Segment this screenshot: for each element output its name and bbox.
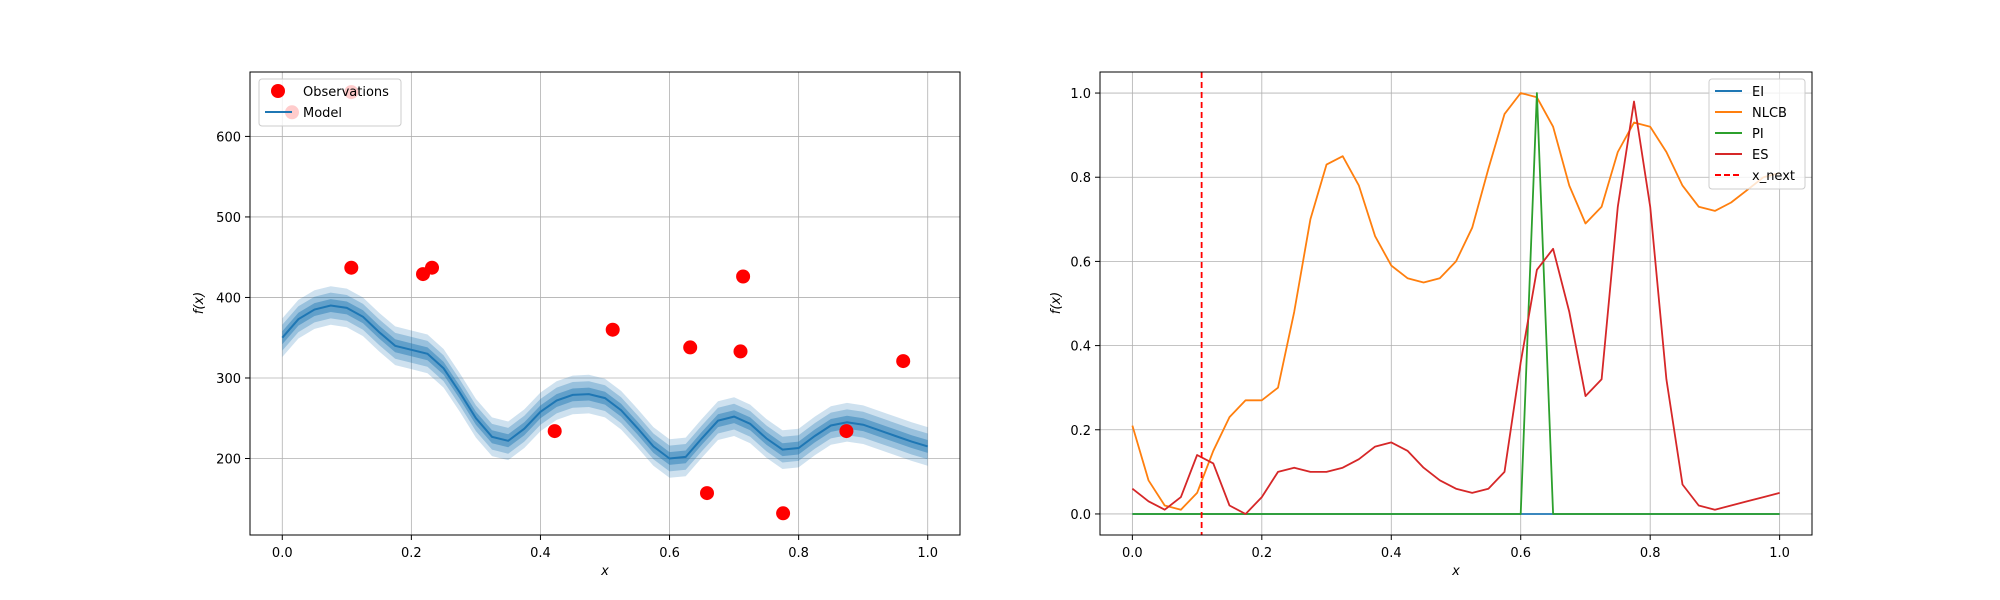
observation-point: [605, 322, 620, 337]
y-tick-label: 600: [216, 130, 241, 145]
observation-point: [547, 424, 562, 439]
legend-pi-label: PI: [1752, 127, 1764, 142]
right-x-ticks: 0.0 0.2 0.4 0.6 0.8 1.0: [1122, 535, 1790, 561]
x-tick-label: 1.0: [1769, 546, 1790, 561]
left-grid: [250, 72, 960, 535]
legend-observations-label: Observations: [303, 85, 389, 100]
y-tick-label: 1.0: [1070, 87, 1091, 102]
x-tick-label: 0.8: [1640, 546, 1661, 561]
y-tick-label: 0.4: [1070, 340, 1091, 355]
model-confidence-band: [282, 292, 928, 472]
right-x-axis-label: x: [1451, 564, 1460, 579]
observation-point: [776, 506, 791, 521]
x-tick-label: 0.0: [272, 546, 293, 561]
right-y-ticks: 0.0 0.2 0.4 0.6 0.8 1.0: [1070, 87, 1100, 523]
y-tick-label: 400: [216, 291, 241, 306]
left-series-lines: [281, 304, 928, 460]
series-line-nlcb: [1131, 92, 1780, 511]
right-plot-area: [1100, 72, 1812, 535]
x-tick-label: 0.2: [1251, 546, 1272, 561]
observation-point: [736, 269, 751, 284]
legend-x-next-label: x_next: [1752, 169, 1795, 184]
legend-observations-marker: [271, 84, 285, 98]
left-y-axis-label: f(x): [192, 292, 207, 314]
legend-es-label: ES: [1752, 148, 1768, 163]
observation-point: [425, 260, 439, 275]
y-tick-label: 0.6: [1070, 255, 1091, 270]
x-tick-label: 1.0: [917, 546, 938, 561]
y-tick-label: 200: [216, 453, 241, 468]
legend-nlcb-label: NLCB: [1752, 106, 1787, 121]
model-line: [281, 304, 928, 460]
left-legend-box: [258, 78, 402, 127]
y-tick-label: 0.2: [1070, 424, 1091, 439]
right-y-axis-label: f(x): [1049, 292, 1064, 314]
observation-point: [683, 340, 698, 355]
series-line-pi: [1132, 92, 1780, 515]
legend-ei-label: EI: [1752, 85, 1764, 100]
x-tick-label: 0.8: [788, 546, 809, 561]
left-plot-border: [249, 71, 961, 536]
left-y-ticks: 200 300 400 500 600: [216, 130, 250, 468]
y-tick-label: 0.0: [1070, 508, 1091, 523]
right-plot-border: [1099, 71, 1813, 536]
model-uncertainty-bands: [282, 286, 928, 478]
y-tick-label: 300: [216, 372, 241, 387]
left-legend: Observations Model: [258, 78, 402, 127]
x-tick-label: 0.4: [530, 546, 551, 561]
left-chart-panel: 0.0 0.2 0.4 0.6 0.8 1.0 200 300 400 500 600 x f(x…: [192, 71, 961, 579]
y-tick-label: 500: [216, 211, 241, 226]
y-tick-label: 0.8: [1070, 171, 1091, 186]
right-series-lines: [1131, 92, 1780, 515]
observation-point: [839, 424, 854, 439]
observation-point: [344, 260, 359, 275]
observation-point: [700, 486, 714, 501]
observation-point: [896, 354, 911, 369]
legend-model-label: Model: [303, 106, 342, 121]
observation-point: [733, 344, 748, 359]
right-legend: EI NLCB PI ES x_next: [1708, 78, 1806, 190]
x-tick-label: 0.6: [659, 546, 680, 561]
x-tick-label: 0.4: [1381, 546, 1402, 561]
left-x-ticks: 0.0 0.2 0.4 0.6 0.8 1.0: [272, 535, 938, 561]
right-chart-panel: 0.0 0.2 0.4 0.6 0.8 1.0 0.00.20.40.60.81.0 x …: [1049, 71, 1813, 579]
x-tick-label: 0.2: [401, 546, 422, 561]
model-confidence-band: [282, 286, 928, 478]
left-x-axis-label: x: [600, 564, 609, 579]
series-line-es: [1131, 100, 1780, 515]
x-tick-label: 0.6: [1510, 546, 1531, 561]
right-legend-box: [1708, 78, 1806, 190]
x-tick-label: 0.0: [1122, 546, 1143, 561]
left-plot-area: [250, 72, 960, 535]
